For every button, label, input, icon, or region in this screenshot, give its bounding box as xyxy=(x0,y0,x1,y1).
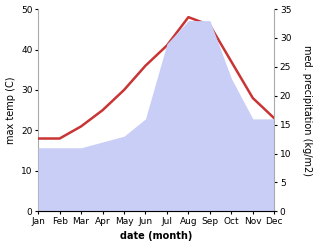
X-axis label: date (month): date (month) xyxy=(120,231,192,242)
Y-axis label: med. precipitation (kg/m2): med. precipitation (kg/m2) xyxy=(302,45,313,176)
Y-axis label: max temp (C): max temp (C) xyxy=(5,76,16,144)
